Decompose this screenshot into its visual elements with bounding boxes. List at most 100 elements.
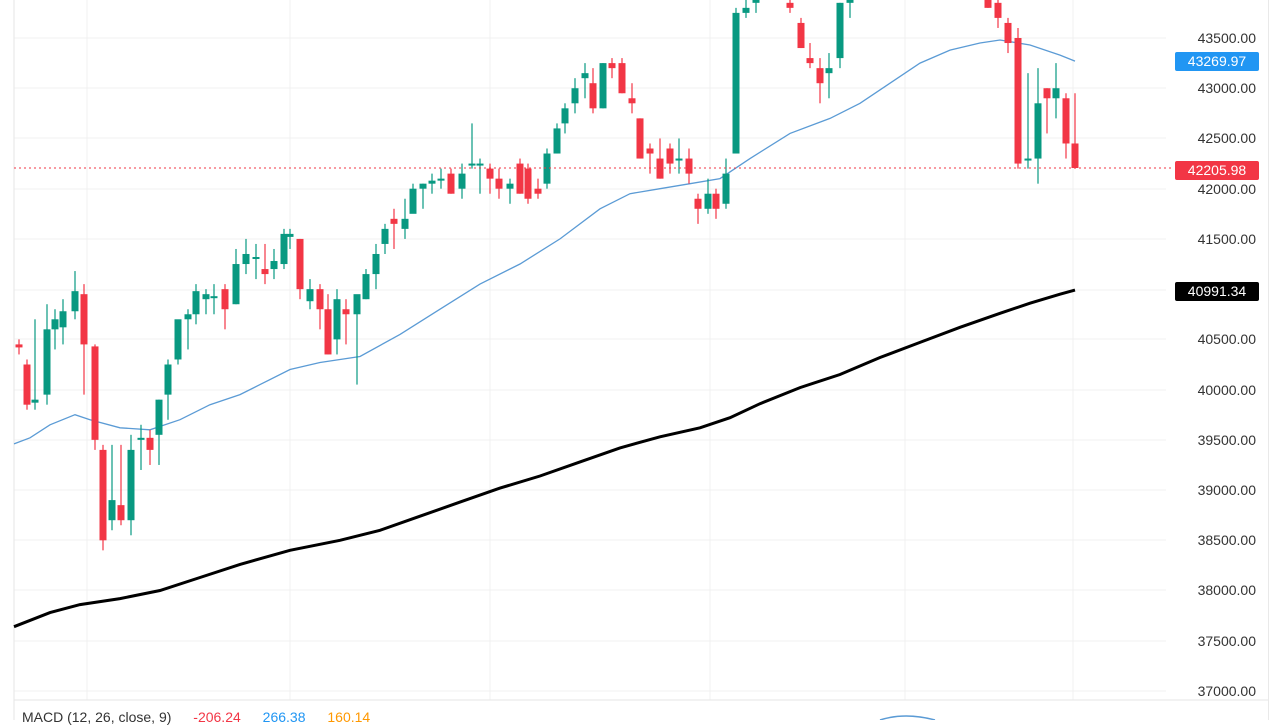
candle-body [252,257,260,260]
candle-body [816,68,824,84]
candle-body [1052,88,1060,99]
candle-body [836,2,844,59]
macd-signal-line [879,715,936,720]
candle-body [333,299,341,340]
candle-body [656,158,664,179]
candle-body [280,233,288,265]
macd-legend[interactable]: MACD (12, 26, close, 9) -206.24 266.38 1… [22,709,388,725]
macd-histogram-value: 160.14 [327,709,371,725]
ma-short-price-badge: 43269.97 [1175,52,1259,71]
candle-body [694,198,702,209]
candle-body [164,364,172,395]
candle-body [210,296,218,299]
candle-body [270,261,278,270]
macd-value: -206.24 [193,709,241,725]
candle-body [419,183,427,189]
candle-body [506,183,514,189]
ma-short-line [13,39,1076,445]
price-axis-label: 38500.00 [1197,532,1256,548]
candle-body [127,449,135,521]
price-axis-label: 39500.00 [1197,432,1256,448]
candle-body [409,188,417,214]
candle-body [722,173,730,204]
candle-body [1071,143,1079,168]
candle-body [618,63,626,94]
ma-long-price-badge: 40991.34 [1175,282,1259,301]
candle-body [342,309,350,315]
candle-body [91,346,99,440]
candle-body [1062,98,1070,144]
price-axis-label: 40000.00 [1197,382,1256,398]
candle-body [1034,103,1042,159]
ma-long-line [13,288,1076,629]
candle-body [561,108,569,124]
candle-body [174,319,182,360]
candle-body [221,289,229,310]
price-axis-label: 42000.00 [1197,181,1256,197]
price-axis-label: 41500.00 [1197,231,1256,247]
candle-body [15,344,23,348]
candle-body [286,233,294,237]
candle-body [296,238,304,290]
candle-body [543,153,551,184]
candle-body [486,168,494,179]
candle-body [797,22,805,49]
candle-body [524,168,532,199]
candle-body [742,7,750,13]
candle-body [495,178,503,189]
macd-title: MACD (12, 26, close, 9) [22,709,172,725]
candle-body [534,188,542,194]
candle-body [306,289,314,302]
candle-body [353,294,361,315]
candle-body [516,163,524,194]
candle-body [31,399,39,403]
plot-background [14,0,1268,720]
candle-body [675,158,683,161]
candle-body [80,294,88,345]
candle-body [137,437,145,440]
candle-body [372,253,380,275]
candle-body [752,0,760,3]
candle-body [108,500,116,521]
candle-body [628,98,636,104]
price-axis-label: 43500.00 [1197,30,1256,46]
candle-body [43,329,51,395]
price-axis-label: 40500.00 [1197,331,1256,347]
price-axis-border [1268,0,1269,720]
candle-body [685,158,693,174]
candle-body [261,269,269,275]
candle-body [316,289,324,310]
candle-body [242,253,250,265]
candle-body [608,63,616,69]
candle-body [428,180,436,184]
candle-body [401,218,409,229]
candle-body [732,12,740,154]
candle-body [476,163,484,166]
price-axis-label: 43000.00 [1197,80,1256,96]
candle-body [155,399,163,435]
candle-body [23,364,31,405]
candle-body [599,63,607,109]
candle-body [184,314,192,320]
candle-body [581,73,589,79]
candle-body [232,264,240,305]
candle-body [825,68,833,74]
price-axis-label: 42500.00 [1197,130,1256,146]
candle-body [1004,22,1012,44]
candle-body [589,83,597,109]
candle-body [117,505,125,521]
price-axis-label: 37000.00 [1197,683,1256,699]
candle-body [704,193,712,209]
candle-body [1014,38,1022,164]
last-price-badge: 42205.98 [1175,161,1259,180]
candle-body [192,291,200,315]
candle-body [994,2,1002,18]
candle-body [1043,88,1051,99]
candle-body [468,163,476,166]
candle-body [51,319,59,330]
candle-body [458,173,466,189]
candle-body [437,178,445,181]
candle-body [984,0,992,8]
